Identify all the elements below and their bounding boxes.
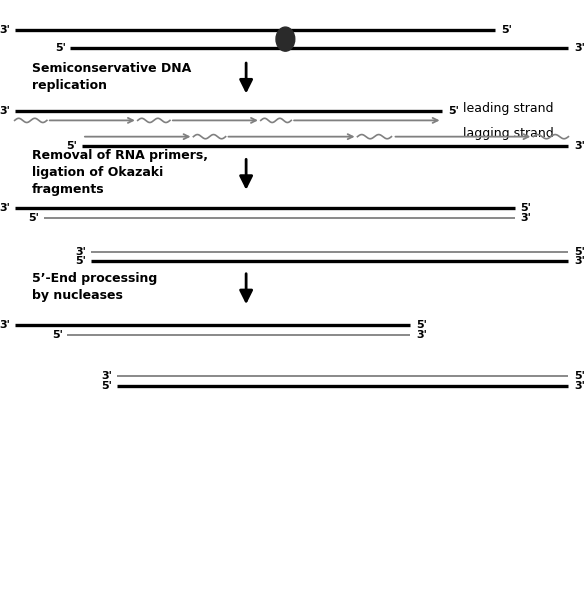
Text: 5': 5' bbox=[75, 256, 86, 266]
Text: 5': 5' bbox=[448, 106, 459, 116]
Text: lagging strand: lagging strand bbox=[463, 127, 554, 140]
Text: 3': 3' bbox=[416, 330, 427, 340]
Text: 3': 3' bbox=[574, 256, 585, 266]
Text: 3': 3' bbox=[0, 106, 10, 116]
Text: 3': 3' bbox=[520, 213, 532, 223]
Text: 5’-End processing
by nucleases: 5’-End processing by nucleases bbox=[32, 272, 158, 302]
Text: 5': 5' bbox=[416, 320, 427, 330]
Text: 3': 3' bbox=[101, 371, 113, 381]
Text: leading strand: leading strand bbox=[463, 102, 553, 115]
Text: 3': 3' bbox=[574, 43, 585, 53]
Text: 5': 5' bbox=[28, 213, 39, 223]
Text: 5': 5' bbox=[101, 381, 113, 391]
Text: 5': 5' bbox=[574, 247, 585, 256]
Text: 3': 3' bbox=[574, 141, 585, 151]
Text: 5': 5' bbox=[574, 371, 585, 381]
Text: Removal of RNA primers,
ligation of Okazaki
fragments: Removal of RNA primers, ligation of Okaz… bbox=[32, 149, 208, 196]
Text: 3': 3' bbox=[0, 203, 10, 213]
Text: Semiconservative DNA
replication: Semiconservative DNA replication bbox=[32, 62, 192, 92]
Text: 3': 3' bbox=[0, 320, 10, 330]
Text: 5': 5' bbox=[501, 25, 512, 35]
Text: 5': 5' bbox=[52, 330, 63, 340]
Text: 5': 5' bbox=[66, 141, 77, 151]
Text: 3': 3' bbox=[0, 25, 10, 35]
Text: 5': 5' bbox=[520, 203, 532, 213]
Text: 3': 3' bbox=[574, 381, 585, 391]
Ellipse shape bbox=[276, 27, 295, 51]
Text: 5': 5' bbox=[54, 43, 66, 53]
Text: 3': 3' bbox=[75, 247, 86, 256]
